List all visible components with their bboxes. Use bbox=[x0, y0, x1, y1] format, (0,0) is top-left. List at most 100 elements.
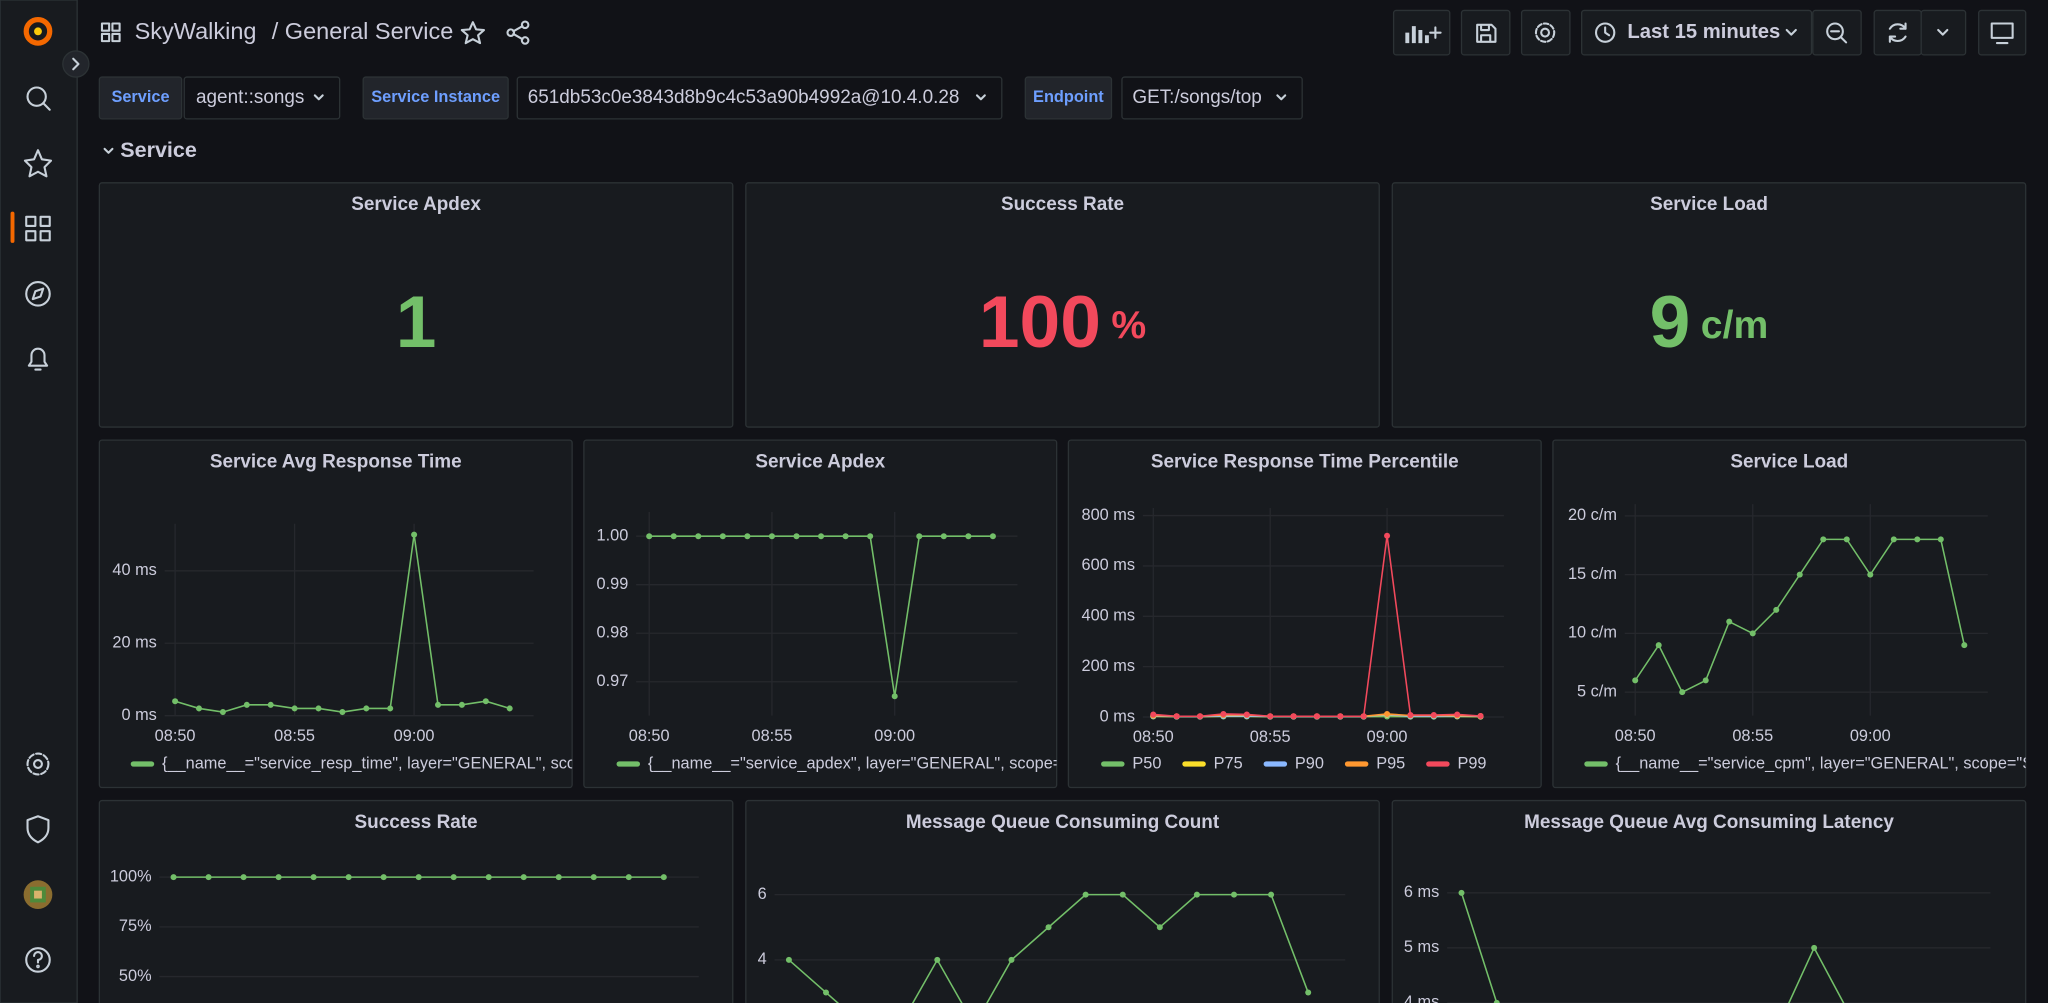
explore-icon[interactable] bbox=[25, 281, 51, 307]
panel-title: Service Load bbox=[1650, 194, 1768, 215]
share-button[interactable] bbox=[506, 20, 530, 45]
data-point bbox=[1679, 689, 1686, 696]
x-tick-label: 09:00 bbox=[1850, 727, 1891, 745]
data-point bbox=[1220, 710, 1227, 717]
data-point bbox=[768, 533, 775, 540]
timeseries-panel bbox=[1067, 439, 1542, 789]
dropdown-chevron[interactable] bbox=[975, 94, 986, 101]
variable-label: Endpoint bbox=[1033, 88, 1104, 106]
timeseries-panel bbox=[98, 439, 573, 789]
time-picker[interactable]: Last 15 minutes bbox=[1581, 9, 1813, 56]
data-point bbox=[1890, 536, 1897, 543]
y-tick-label: 0 ms bbox=[121, 706, 156, 724]
data-point bbox=[1156, 924, 1163, 931]
data-point bbox=[1914, 536, 1921, 543]
data-point bbox=[1193, 891, 1200, 898]
data-point bbox=[1337, 713, 1344, 720]
data-point bbox=[315, 705, 322, 712]
x-tick-label: 09:00 bbox=[874, 727, 915, 745]
legend-label[interactable]: {__name__="service_cpm", layer="GENERAL"… bbox=[1616, 754, 2034, 772]
variable-value[interactable]: 651db53c0e3843d8b9c4c53a90b4992a@10.4.0.… bbox=[528, 87, 960, 108]
data-point bbox=[719, 533, 726, 540]
stat-panel bbox=[98, 182, 734, 428]
y-tick-label: 0.99 bbox=[597, 575, 629, 593]
breadcrumb-folder[interactable]: SkyWalking bbox=[135, 18, 257, 44]
legend-label[interactable]: P50 bbox=[1132, 754, 1161, 772]
add-panel-button[interactable] bbox=[1392, 9, 1451, 56]
data-point bbox=[411, 531, 418, 538]
tv-mode-button[interactable] bbox=[1978, 9, 2027, 56]
variable-value[interactable]: agent::songs bbox=[196, 87, 304, 108]
dropdown-chevron[interactable] bbox=[1276, 94, 1287, 101]
data-point bbox=[458, 701, 465, 708]
dashboards-icon[interactable] bbox=[25, 215, 51, 242]
configuration-icon[interactable] bbox=[26, 752, 50, 776]
data-point bbox=[219, 709, 226, 716]
data-point bbox=[450, 874, 457, 881]
x-tick-label: 08:50 bbox=[629, 727, 670, 745]
server-admin-icon[interactable] bbox=[26, 815, 50, 844]
data-point bbox=[1867, 571, 1874, 578]
legend-label[interactable]: P90 bbox=[1295, 754, 1324, 772]
panel-title: Success Rate bbox=[355, 812, 478, 833]
panel-content: 0 ms 20 ms 40 ms 08:50 08:55 09:00 {__name__="… bbox=[112, 523, 585, 772]
alerting-icon[interactable] bbox=[27, 347, 49, 371]
refresh-button[interactable] bbox=[1873, 9, 1922, 56]
row-header[interactable]: Service bbox=[103, 138, 197, 162]
panel-content: 100% 75% 50% bbox=[110, 867, 699, 985]
data-point bbox=[1726, 618, 1733, 625]
save-button[interactable] bbox=[1460, 9, 1511, 56]
data-point bbox=[940, 533, 947, 540]
dropdown-chevron[interactable] bbox=[313, 94, 324, 101]
variable-select[interactable] bbox=[1121, 76, 1303, 120]
y-tick-label: 5 ms bbox=[1404, 938, 1439, 956]
help-icon[interactable] bbox=[25, 947, 51, 973]
timeseries-panel bbox=[745, 799, 1380, 1003]
settings-button[interactable] bbox=[1520, 9, 1571, 56]
active-indicator bbox=[10, 211, 15, 243]
legend-label[interactable]: {__name__="service_apdex", layer="GENERA… bbox=[648, 754, 1068, 772]
data-point bbox=[1313, 713, 1320, 720]
legend-label[interactable]: P95 bbox=[1376, 754, 1405, 772]
panel-title: Success Rate bbox=[1001, 194, 1124, 215]
data-point bbox=[989, 533, 996, 540]
y-tick-label: 0.97 bbox=[597, 672, 629, 690]
refresh-interval-button[interactable] bbox=[1920, 9, 1967, 56]
y-tick-label: 40 ms bbox=[112, 561, 156, 579]
sidebar-expand[interactable] bbox=[62, 50, 90, 78]
row-title[interactable]: Service bbox=[120, 138, 197, 162]
user-avatar[interactable] bbox=[23, 880, 53, 909]
timeseries-panel bbox=[1552, 439, 2027, 789]
data-point bbox=[625, 874, 632, 881]
data-point bbox=[965, 533, 972, 540]
time-range-label[interactable]: Last 15 minutes bbox=[1627, 21, 1780, 43]
stat-panel bbox=[745, 182, 1380, 428]
starred-icon[interactable] bbox=[23, 149, 53, 178]
search-icon[interactable] bbox=[26, 86, 51, 111]
panel-content: 1.00 0.99 0.98 0.97 08:50 08:55 09:00 {__name__… bbox=[597, 511, 1068, 772]
legend-label[interactable]: P75 bbox=[1214, 754, 1243, 772]
sidebar bbox=[0, 0, 78, 1003]
data-point bbox=[1961, 642, 1968, 649]
legend-label[interactable]: {__name__="service_resp_time", layer="GE… bbox=[162, 754, 585, 772]
y-tick-label: 20 ms bbox=[112, 634, 156, 652]
data-point bbox=[345, 874, 352, 881]
legend-label[interactable]: P99 bbox=[1457, 754, 1486, 772]
data-point bbox=[520, 874, 527, 881]
variable-select[interactable] bbox=[516, 76, 1003, 120]
grafana-logo[interactable] bbox=[23, 16, 53, 46]
variable-label: Service bbox=[111, 88, 169, 106]
data-point bbox=[1384, 710, 1391, 717]
data-point bbox=[660, 874, 667, 881]
dashboards-breadcrumb-icon bbox=[100, 22, 121, 43]
variable-value[interactable]: GET:/songs/top bbox=[1132, 87, 1261, 108]
variable-select[interactable] bbox=[183, 76, 341, 120]
star-button[interactable] bbox=[460, 21, 486, 45]
data-point bbox=[267, 701, 274, 708]
stat-value: 100% bbox=[979, 282, 1146, 363]
data-point bbox=[590, 874, 597, 881]
zoom-out-button[interactable] bbox=[1812, 9, 1862, 56]
data-point bbox=[1268, 891, 1275, 898]
data-point bbox=[1773, 606, 1780, 613]
top-bar: SkyWalking / General Service Last 15 min… bbox=[100, 9, 2027, 56]
